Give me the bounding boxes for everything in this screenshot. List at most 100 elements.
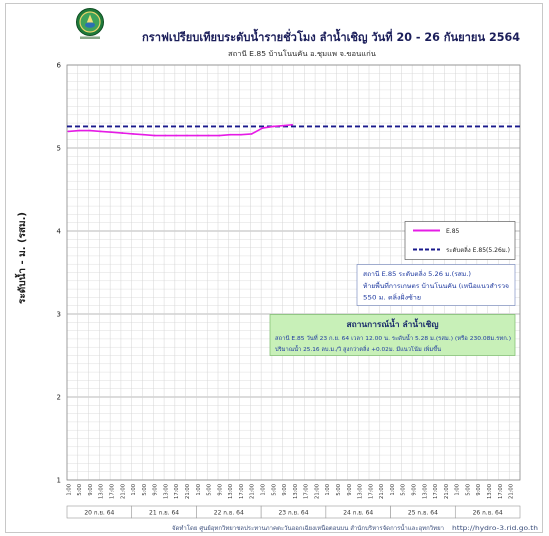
x-tick-label: 17:00 (368, 484, 374, 499)
x-tick-label: 1:00 (390, 484, 396, 496)
x-tick-label: 21:00 (250, 484, 256, 499)
day-label: 20 ก.ย. 64 (84, 510, 114, 517)
day-labels: 20 ก.ย. 64 21 ก.ย. 64 22 ก.ย. 64 23 ก.ย. 64… (66, 505, 521, 519)
data-point-e85 (99, 130, 102, 133)
legend-label-bank-level: ระดับตลิ่ง E.85(5.26ม.) (446, 246, 510, 254)
x-tick-label: 13:00 (228, 484, 234, 499)
x-tick-label: 9:00 (476, 484, 482, 496)
x-tick-label: 17:00 (109, 484, 115, 499)
x-tick-label: 1:00 (196, 484, 202, 496)
data-point-e85 (142, 133, 145, 136)
data-point-e85 (186, 134, 188, 137)
day-label: 23 ก.ย. 64 (278, 510, 308, 517)
data-point-e85 (132, 132, 134, 135)
x-tick-label: 13:00 (422, 484, 428, 499)
x-tick-label: 5:00 (271, 484, 277, 496)
x-tick-label: 9:00 (217, 484, 223, 496)
x-tick-label: 1:00 (455, 484, 461, 496)
x-tick-label: 21:00 (379, 484, 385, 499)
data-point-e85 (121, 132, 124, 134)
x-tick-label: 1:00 (260, 484, 266, 496)
y-axis-label: ระดับน้ำ - ม. (รสม.) (14, 212, 28, 304)
x-tick-label: 5:00 (207, 484, 213, 496)
x-tick-label: 21:00 (444, 484, 450, 499)
x-tick-label: 5:00 (465, 484, 471, 496)
water-situation-line: สถานี E.85 วันที่ 23 ก.ย. 64 เวลา 12.00 … (275, 334, 511, 342)
water-situation-box (269, 314, 516, 356)
x-tick-label: 9:00 (282, 484, 288, 496)
day-label-box (454, 505, 521, 519)
bank-level-note-line: 550 ม. ตลิ่งฝั่งซ้าย (363, 294, 421, 302)
day-label: 25 ก.ย. 64 (408, 510, 438, 517)
series-line-e85 (68, 123, 293, 137)
data-point-e85 (67, 130, 70, 133)
bank-level-note-line: สถานี E.85 ระดับตลิ่ง 5.26 ม.(รสม.) (363, 270, 471, 278)
footer-url: http://hydro-3.rid.go.th (452, 526, 538, 532)
data-point-e85 (89, 129, 91, 132)
x-tick-label: 13:00 (99, 484, 105, 499)
x-tick-label: 21:00 (314, 484, 320, 499)
x-tick-label: 5:00 (142, 484, 148, 496)
x-tick-label: 9:00 (88, 484, 94, 496)
y-tick-label: 6 (57, 62, 62, 70)
data-point-e85 (229, 133, 232, 136)
series-layer (67, 123, 520, 137)
data-point-e85 (272, 125, 275, 128)
y-tick-label: 2 (57, 394, 61, 402)
x-tick-label: 21:00 (120, 484, 126, 499)
x-tick-label: 17:00 (498, 484, 504, 499)
x-tick-label: 5:00 (77, 484, 83, 496)
x-tick-label: 1:00 (325, 484, 331, 496)
x-tick-label: 13:00 (293, 484, 299, 499)
day-label: 22 ก.ย. 64 (214, 510, 244, 517)
x-tick-label: 1:00 (131, 484, 137, 496)
x-tick-label: 13:00 (487, 484, 493, 499)
plot-border (66, 64, 521, 481)
day-label: 21 ก.ย. 64 (149, 510, 179, 517)
bank-level-note-line: ท้ายพื้นที่การเกษตร บ้านโนนคัน (เหนือแนว… (363, 281, 509, 290)
data-point-e85 (207, 134, 210, 137)
x-tick-label: 5:00 (336, 484, 342, 496)
y-tick-label: 5 (57, 145, 61, 153)
day-label: 26 ก.ย. 64 (473, 510, 503, 517)
data-point-e85 (164, 134, 167, 137)
y-tick-label: 1 (57, 477, 61, 485)
legend-label-e85: E.85 (446, 228, 460, 235)
data-point-e85 (78, 129, 81, 132)
data-point-e85 (196, 134, 199, 137)
x-tick-label: 17:00 (304, 484, 310, 499)
bank-level-note: สถานี E.85 ระดับตลิ่ง 5.26 ม.(รสม.) ท้าย… (356, 264, 516, 306)
y-tick-labels: 1 2 3 4 5 6 (57, 62, 62, 485)
x-tick-label: 17:00 (174, 484, 180, 499)
data-point-e85 (240, 133, 242, 136)
data-point-e85 (218, 134, 221, 137)
x-tick-label: 21:00 (509, 484, 515, 499)
rid-logo-icon (76, 8, 104, 39)
x-tick-label: 17:00 (433, 484, 439, 499)
x-tick-label: 13:00 (358, 484, 364, 499)
x-tick-label: 5:00 (401, 484, 407, 496)
chart-subtitle: สถานี E.85 บ้านโนนคัน อ.ชุมแพ จ.ขอนแก่น (228, 49, 376, 58)
chart-title: กราฟเปรียบเทียบระดับน้ำรายชั่วโมง ลำน้ำเ… (142, 28, 520, 44)
x-tick-label: 9:00 (347, 484, 353, 496)
bank-level-note-box (356, 264, 516, 306)
x-tick-label: 21:00 (185, 484, 191, 499)
y-tick-label: 4 (57, 228, 62, 236)
data-point-e85 (250, 132, 253, 135)
y-tick-label: 3 (57, 311, 61, 319)
x-tick-label: 1:00 (66, 484, 72, 496)
x-tick-label: 17:00 (239, 484, 245, 499)
x-tick-label: 13:00 (163, 484, 169, 499)
legend-box (404, 221, 516, 260)
data-point-e85 (283, 124, 285, 127)
x-tick-label: 9:00 (153, 484, 159, 496)
data-point-e85 (153, 134, 156, 137)
day-label: 24 ก.ย. 64 (343, 510, 373, 517)
water-situation-title: สถานการณ์น้ำ ลำน้ำเชิญ (347, 318, 439, 330)
x-tick-labels: 1:00 5:00 9:00 13:00 17:00 21:00 1:00 5:00 9:00 1… (66, 484, 514, 499)
legend: E.85 ระดับตลิ่ง E.85(5.26ม.) (404, 221, 516, 260)
water-situation-line: ปริมาณน้ำ 25.16 ลบ.ม./วิ สูงกว่าตลิ่ง +0… (275, 345, 441, 353)
data-point-e85 (110, 131, 113, 134)
data-point-e85 (291, 123, 294, 126)
